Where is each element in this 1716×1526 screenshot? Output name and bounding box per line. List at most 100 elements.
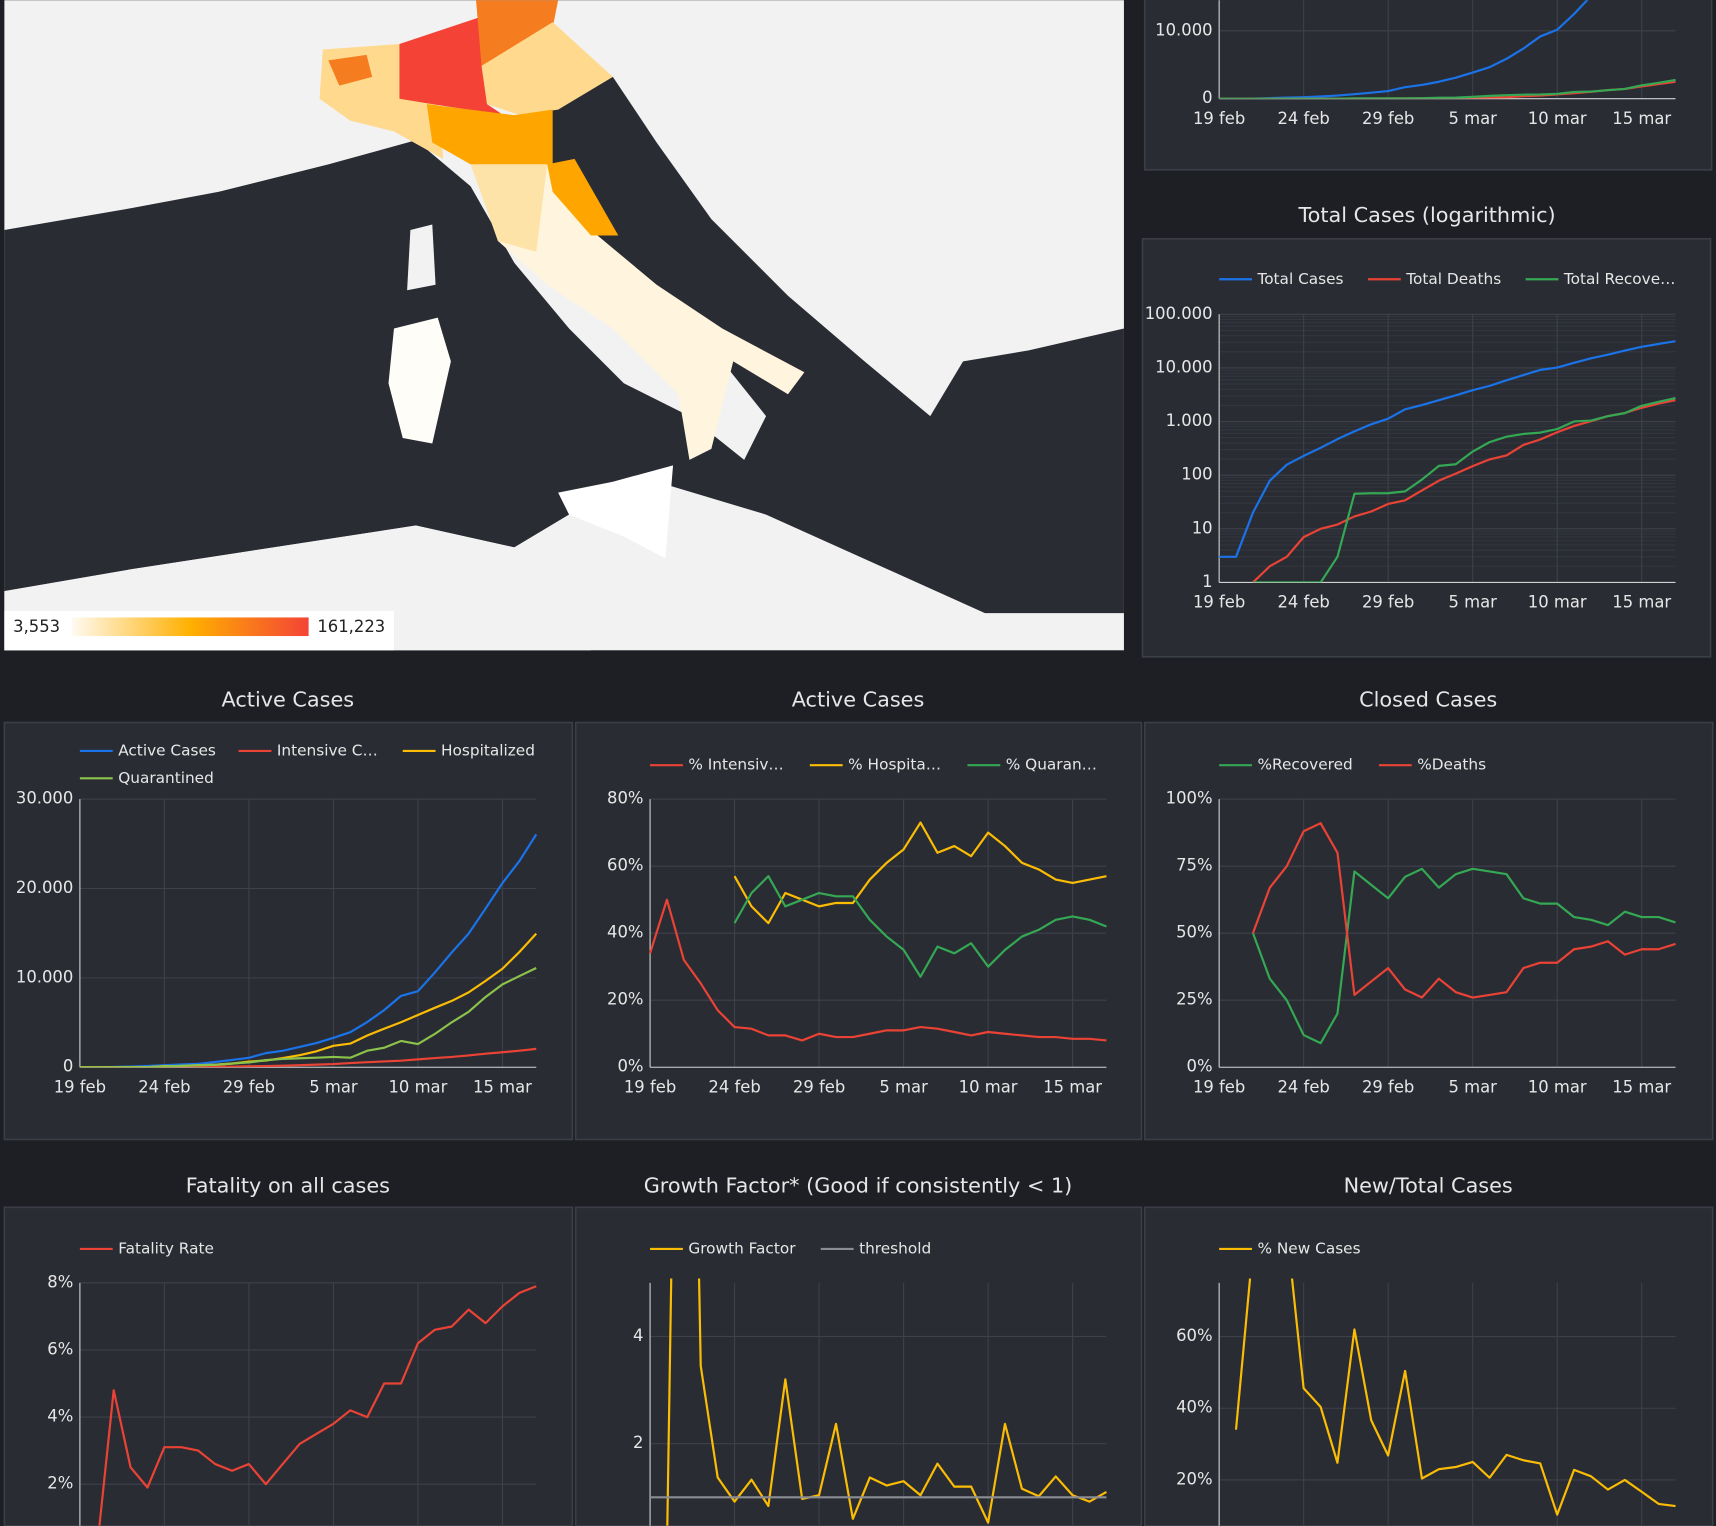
legend-label: %Recovered <box>1257 756 1352 774</box>
y-tick-label: 100% <box>1166 789 1213 808</box>
x-tick-label: 15 mar <box>473 1078 532 1097</box>
x-tick-label: 24 feb <box>1277 1078 1329 1097</box>
chart-title: Fatality on all cases <box>186 1174 390 1198</box>
y-tick-label: 75% <box>1176 856 1212 875</box>
legend-label: Intensive C… <box>277 741 378 759</box>
y-tick-label: 80% <box>607 789 643 808</box>
y-tick-label: 100 <box>1181 465 1212 484</box>
panel <box>1141 237 1712 658</box>
series-line <box>1219 340 1676 558</box>
y-tick-label: 60% <box>607 856 643 875</box>
y-tick-label: 40% <box>607 923 643 942</box>
legend-label: Quarantined <box>118 769 214 787</box>
region <box>476 0 559 66</box>
sea <box>4 76 1124 614</box>
x-tick-label: 15 mar <box>1612 593 1671 612</box>
chart-title: New/Total Cases <box>1344 1174 1513 1198</box>
x-tick-label: 10 mar <box>388 1078 447 1097</box>
chart-title: Active Cases <box>792 688 925 712</box>
series-line <box>1251 822 1676 999</box>
legend-label: % New Cases <box>1257 1239 1360 1257</box>
map: 3,553 161,223 <box>4 0 1124 651</box>
x-tick-label: 19 feb <box>54 1078 106 1097</box>
y-tick-label: 2 <box>633 1433 643 1452</box>
region <box>426 104 553 165</box>
y-tick-label: 0% <box>617 1057 643 1076</box>
legend-label: %Deaths <box>1417 756 1486 774</box>
sardinia <box>388 317 451 444</box>
x-tick-label: 10 mar <box>1528 109 1587 128</box>
legend-label: Active Cases <box>118 741 216 759</box>
x-tick-label: 19 feb <box>1193 109 1245 128</box>
x-tick-label: 24 feb <box>138 1078 190 1097</box>
region <box>481 22 613 116</box>
y-tick-label: 4 <box>633 1326 643 1345</box>
x-tick-label: 5 mar <box>1448 593 1497 612</box>
series-line <box>649 898 1107 1042</box>
region <box>547 158 619 236</box>
chart-title: Active Cases <box>222 688 355 712</box>
y-tick-label: 30.000 <box>16 789 73 808</box>
y-tick-label: 0% <box>1187 1057 1213 1076</box>
series-line <box>1219 78 1676 99</box>
x-tick-label: 29 feb <box>793 1078 845 1097</box>
y-tick-label: 10.000 <box>16 967 73 986</box>
y-tick-label: 40% <box>1176 1398 1212 1417</box>
legend-gradient <box>72 617 309 637</box>
y-tick-label: 25% <box>1176 990 1212 1009</box>
panel <box>574 721 1143 1141</box>
series-line <box>733 821 1107 925</box>
panel <box>1143 0 1713 171</box>
x-tick-label: 15 mar <box>1612 109 1671 128</box>
y-tick-label: 0 <box>63 1057 73 1076</box>
x-tick-label: 10 mar <box>1528 1078 1587 1097</box>
legend-label: threshold <box>859 1239 931 1257</box>
y-tick-label: 20% <box>607 990 643 1009</box>
y-tick-label: 10.000 <box>1155 20 1212 39</box>
y-tick-label: 20% <box>1176 1469 1212 1488</box>
series-line <box>1219 0 1589 99</box>
sicily <box>558 465 674 559</box>
panel <box>1143 721 1714 1141</box>
legend-label: Total Cases <box>1256 270 1343 288</box>
x-tick-label: 24 feb <box>1277 593 1329 612</box>
x-tick-label: 29 feb <box>1362 109 1414 128</box>
series-line <box>1251 867 1676 1045</box>
x-tick-label: 5 mar <box>309 1078 358 1097</box>
corsica <box>407 224 436 291</box>
legend-label: % Intensiv… <box>688 756 783 774</box>
x-tick-label: 29 feb <box>223 1078 275 1097</box>
panel <box>3 1206 574 1526</box>
x-tick-label: 29 feb <box>1362 1078 1414 1097</box>
panel <box>3 721 574 1141</box>
y-tick-label: 10.000 <box>1155 357 1212 376</box>
y-tick-label: 100.000 <box>1145 304 1213 323</box>
y-tick-label: 2% <box>47 1474 73 1493</box>
region <box>328 54 373 86</box>
legend-label: Growth Factor <box>688 1239 796 1257</box>
series-line <box>1234 1278 1676 1516</box>
region <box>399 16 504 116</box>
legend-label: Total Recove… <box>1563 270 1676 288</box>
legend-label: Hospitalized <box>441 741 535 759</box>
chart-title: Closed Cases <box>1359 688 1497 712</box>
legend-min: 3,553 <box>13 617 60 636</box>
region <box>470 164 548 252</box>
series-line <box>733 875 1107 978</box>
x-tick-label: 24 feb <box>1277 109 1329 128</box>
peninsula <box>470 158 805 460</box>
x-tick-label: 5 mar <box>1448 109 1497 128</box>
x-tick-label: 19 feb <box>1193 1078 1245 1097</box>
chart-title: Total Cases (logarithmic) <box>1298 203 1556 227</box>
x-tick-label: 19 feb <box>624 1078 676 1097</box>
series-line <box>1252 396 1676 583</box>
y-tick-label: 10 <box>1192 518 1213 537</box>
y-tick-label: 6% <box>47 1339 73 1358</box>
y-tick-label: 8% <box>47 1272 73 1291</box>
legend-label: % Quaran… <box>1006 756 1097 774</box>
x-tick-label: 15 mar <box>1043 1078 1102 1097</box>
y-tick-label: 1.000 <box>1166 411 1213 430</box>
legend-max: 161,223 <box>317 617 385 636</box>
